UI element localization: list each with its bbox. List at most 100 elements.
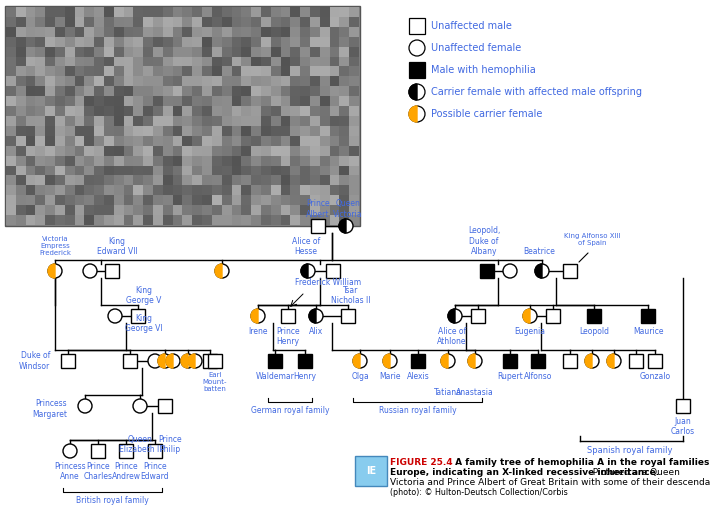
Circle shape bbox=[441, 354, 455, 368]
Text: Unaffected female: Unaffected female bbox=[431, 43, 521, 53]
Circle shape bbox=[309, 309, 323, 323]
Circle shape bbox=[78, 399, 92, 413]
Text: Prince
Edward: Prince Edward bbox=[141, 462, 169, 481]
Bar bbox=[503, 354, 517, 368]
Wedge shape bbox=[181, 354, 188, 368]
Circle shape bbox=[409, 106, 425, 122]
Bar bbox=[123, 354, 137, 368]
Text: King
George V: King George V bbox=[127, 286, 161, 305]
Text: Earl
Mount-
batten: Earl Mount- batten bbox=[203, 372, 228, 392]
Bar bbox=[355, 456, 387, 486]
Text: Irene: Irene bbox=[248, 327, 268, 336]
Text: Juan
Carlos: Juan Carlos bbox=[671, 417, 695, 437]
Text: Alix: Alix bbox=[309, 327, 323, 336]
Text: Princess
Anne: Princess Anne bbox=[54, 462, 86, 481]
Text: German royal family: German royal family bbox=[251, 406, 329, 415]
Text: IE: IE bbox=[366, 466, 376, 476]
Text: Frederick William: Frederick William bbox=[295, 278, 361, 287]
Text: Prince
Albert: Prince Albert bbox=[306, 200, 330, 219]
Text: King
George VI: King George VI bbox=[125, 314, 163, 333]
Circle shape bbox=[188, 354, 202, 368]
Wedge shape bbox=[468, 354, 475, 368]
Bar bbox=[5, 6, 360, 226]
Bar bbox=[311, 219, 325, 233]
Circle shape bbox=[166, 354, 180, 368]
Circle shape bbox=[108, 309, 122, 323]
Text: King Alfonso XIII
of Spain: King Alfonso XIII of Spain bbox=[564, 233, 620, 246]
Text: Marie: Marie bbox=[379, 372, 401, 381]
Text: Alfonso: Alfonso bbox=[524, 372, 552, 381]
Bar bbox=[203, 354, 217, 368]
Text: Prince
Philip: Prince Philip bbox=[158, 435, 182, 454]
Text: Possible carrier female: Possible carrier female bbox=[431, 109, 542, 119]
Circle shape bbox=[503, 264, 517, 278]
Circle shape bbox=[535, 264, 549, 278]
Circle shape bbox=[409, 84, 425, 100]
Circle shape bbox=[383, 354, 397, 368]
Circle shape bbox=[409, 40, 425, 56]
Wedge shape bbox=[523, 309, 530, 323]
Wedge shape bbox=[409, 84, 417, 100]
Wedge shape bbox=[251, 309, 258, 323]
Text: Gonzalo: Gonzalo bbox=[639, 372, 670, 381]
Text: Maurice: Maurice bbox=[633, 327, 663, 336]
Circle shape bbox=[251, 309, 265, 323]
Circle shape bbox=[48, 264, 62, 278]
Bar bbox=[208, 354, 222, 368]
Text: Europe, indicating an X-linked recessive inheritance.: Europe, indicating an X-linked recessive… bbox=[390, 468, 659, 477]
Bar bbox=[131, 309, 145, 323]
Circle shape bbox=[607, 354, 621, 368]
Text: Alice of
Athlone: Alice of Athlone bbox=[437, 327, 466, 346]
Text: Victoria
Empress
Frederick: Victoria Empress Frederick bbox=[39, 236, 71, 256]
Circle shape bbox=[353, 354, 367, 368]
Text: Alexis: Alexis bbox=[407, 372, 429, 381]
Circle shape bbox=[339, 219, 353, 233]
Circle shape bbox=[148, 354, 162, 368]
Wedge shape bbox=[383, 354, 390, 368]
Wedge shape bbox=[353, 354, 360, 368]
Bar bbox=[341, 309, 355, 323]
Text: Victoria and Prince Albert of Great Britain with some of their descendants.: Victoria and Prince Albert of Great Brit… bbox=[390, 478, 711, 487]
Bar bbox=[587, 309, 601, 323]
Wedge shape bbox=[215, 264, 222, 278]
Text: Spanish royal family: Spanish royal family bbox=[587, 446, 673, 455]
Text: British royal family: British royal family bbox=[76, 496, 149, 505]
Circle shape bbox=[448, 309, 462, 323]
Bar bbox=[629, 354, 643, 368]
Text: Leopold,
Duke of
Albany: Leopold, Duke of Albany bbox=[468, 226, 500, 256]
Bar bbox=[298, 354, 312, 368]
Text: Waldemar: Waldemar bbox=[255, 372, 294, 381]
Wedge shape bbox=[441, 354, 448, 368]
Bar bbox=[411, 354, 425, 368]
Text: FIGURE 25.4: FIGURE 25.4 bbox=[390, 458, 453, 467]
Bar bbox=[480, 264, 494, 278]
Bar bbox=[268, 354, 282, 368]
Wedge shape bbox=[309, 309, 316, 323]
Wedge shape bbox=[188, 354, 195, 368]
Wedge shape bbox=[535, 264, 542, 278]
Text: A family tree of hemophilia A in the royal families of: A family tree of hemophilia A in the roy… bbox=[452, 458, 711, 467]
Wedge shape bbox=[166, 354, 173, 368]
Bar bbox=[105, 264, 119, 278]
Text: Anastasia: Anastasia bbox=[456, 388, 494, 397]
Bar bbox=[61, 354, 75, 368]
Text: Eugenia: Eugenia bbox=[515, 327, 545, 336]
Text: Unaffected male: Unaffected male bbox=[431, 21, 512, 31]
Bar bbox=[409, 62, 425, 78]
Bar bbox=[281, 309, 295, 323]
Text: Olga: Olga bbox=[351, 372, 369, 381]
Text: Beatrice: Beatrice bbox=[523, 247, 555, 256]
Text: Male with hemophilia: Male with hemophilia bbox=[431, 65, 536, 75]
Bar bbox=[563, 354, 577, 368]
Circle shape bbox=[585, 354, 599, 368]
Bar bbox=[409, 18, 425, 34]
Text: Carrier female with affected male offspring: Carrier female with affected male offspr… bbox=[431, 87, 642, 97]
Text: Tsar
Nicholas II: Tsar Nicholas II bbox=[331, 286, 370, 305]
Bar bbox=[158, 399, 172, 413]
Bar bbox=[471, 309, 485, 323]
Bar bbox=[326, 264, 340, 278]
Text: Queen
Victoria: Queen Victoria bbox=[333, 200, 363, 219]
Circle shape bbox=[523, 309, 537, 323]
Circle shape bbox=[181, 354, 195, 368]
Bar bbox=[531, 354, 545, 368]
